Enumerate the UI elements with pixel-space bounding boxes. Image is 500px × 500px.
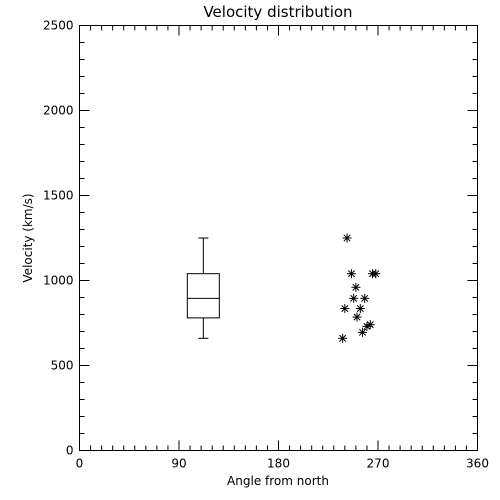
boxplot	[186, 237, 220, 339]
asterisk-stroke	[343, 234, 351, 242]
data-points	[338, 233, 381, 343]
asterisk-stroke	[339, 334, 347, 342]
data-point	[351, 282, 361, 292]
data-point	[358, 327, 368, 337]
asterisk-stroke	[372, 270, 380, 278]
asterisk-stroke	[358, 328, 367, 336]
data-point	[362, 321, 372, 331]
y-tick-label: 1000	[43, 274, 74, 288]
y-axis-label: Velocity (km/s)	[21, 193, 35, 282]
y-tick-label: 0	[66, 444, 74, 458]
data-point	[346, 269, 356, 279]
data-point	[360, 293, 370, 303]
y-tick-label: 500	[51, 359, 74, 373]
data-point	[338, 333, 348, 343]
asterisk-stroke	[361, 294, 369, 302]
data-point	[355, 304, 365, 314]
axis-ticks	[79, 25, 478, 451]
x-axis-label: Angle from north	[227, 474, 329, 488]
boxplot-box	[186, 273, 220, 319]
tick-labels: 0 90 180 270 360 0 500 1000 1500 2000 2500	[43, 19, 489, 471]
asterisk-stroke	[347, 270, 356, 278]
asterisk-stroke	[363, 322, 371, 330]
asterisk-stroke	[353, 313, 361, 321]
x-tick-label: 270	[367, 457, 390, 471]
y-tick-label: 2000	[43, 104, 74, 118]
x-tick-label: 360	[466, 457, 489, 471]
asterisk-stroke	[352, 283, 360, 291]
y-tick-label: 1500	[43, 189, 74, 203]
x-tick-label: 180	[267, 457, 290, 471]
y-tick-label: 2500	[43, 19, 74, 33]
data-point	[352, 312, 362, 322]
asterisk-stroke	[356, 305, 364, 313]
plot-frame	[79, 25, 478, 451]
asterisk-stroke	[341, 305, 349, 313]
data-point	[340, 304, 350, 314]
chart-title: Velocity distribution	[203, 3, 352, 21]
data-point	[342, 233, 352, 243]
data-point	[349, 293, 359, 303]
x-tick-label: 0	[76, 457, 84, 471]
x-tick-label: 90	[171, 457, 186, 471]
asterisk-stroke	[350, 294, 358, 302]
data-point	[371, 269, 381, 279]
